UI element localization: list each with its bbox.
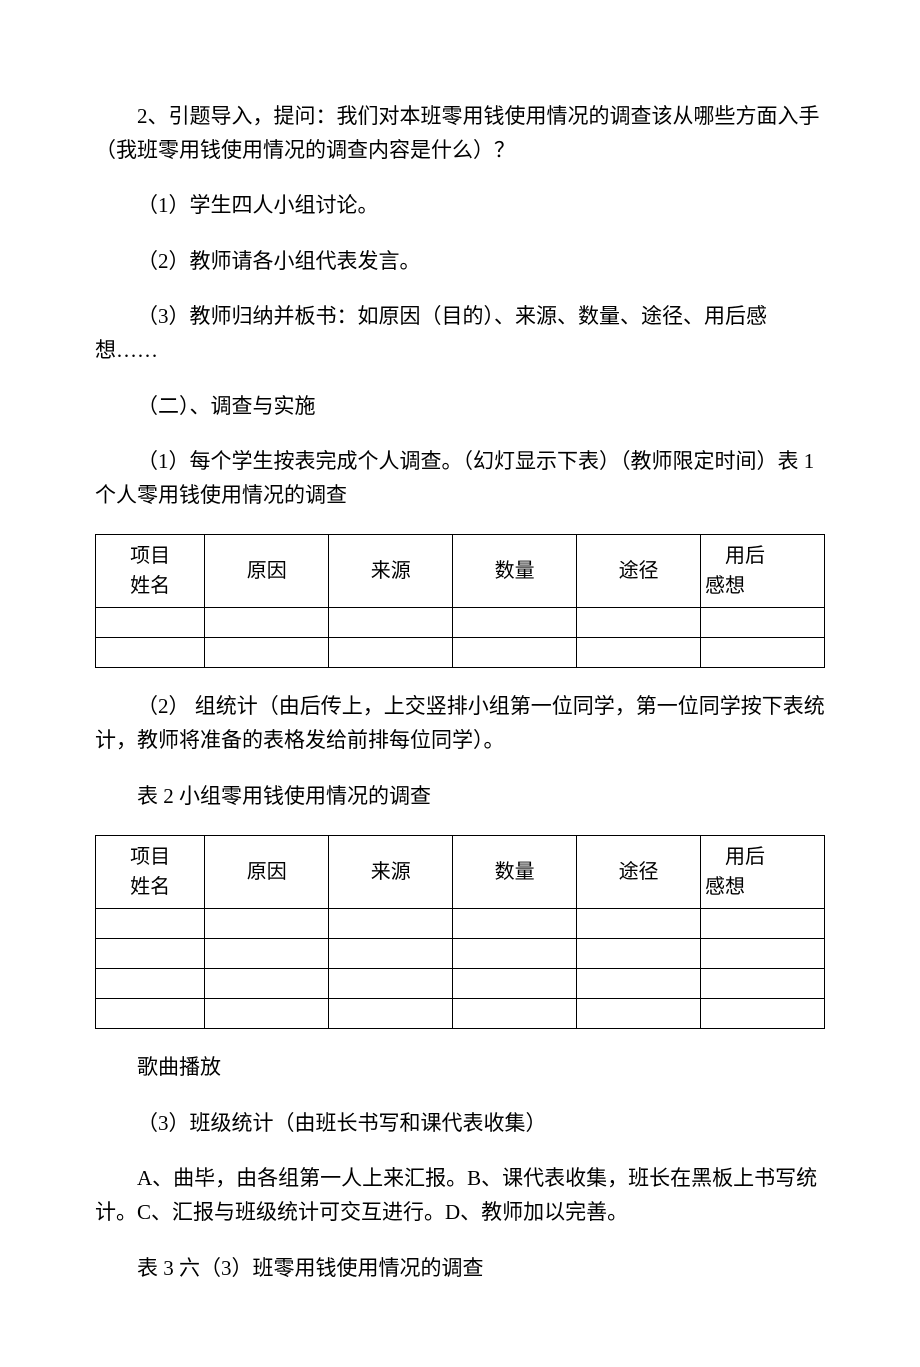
header-text: 用后 [725,846,765,868]
table-cell [96,939,205,969]
table-cell [577,909,701,939]
table-1-personal-survey: 项目 姓名 原因 来源 数量 途径 用后 感想 [95,534,825,668]
paragraph-step-3: （3）教师归纳并板书：如原因（目的）、来源、数量、途径、用后感想…… [95,300,825,367]
table-cell [205,999,329,1029]
table-cell [329,608,453,638]
table-cell [453,909,577,939]
table-header-source: 来源 [329,836,453,909]
table-cell [701,909,825,939]
table-cell [329,909,453,939]
header-text: 姓名 [130,575,170,597]
header-text: 姓名 [130,876,170,898]
table-header-channel: 途径 [577,535,701,608]
table-row [96,909,825,939]
paragraph-intro-question: 2、引题导入，提问：我们对本班零用钱使用情况的调查该从哪些方面入手（我班零用钱使… [95,100,825,167]
table-cell [205,608,329,638]
paragraph-table3-title: 表 3 六（3）班零用钱使用情况的调查 [95,1252,825,1286]
table-cell [205,969,329,999]
table-cell [701,638,825,668]
table-header-reason: 原因 [205,535,329,608]
table-row: 项目 姓名 原因 来源 数量 途径 用后 感想 [96,836,825,909]
table-cell [453,969,577,999]
paragraph-song-play: 歌曲播放 [95,1051,825,1085]
table-cell [96,999,205,1029]
table-header-thoughts: 用后 感想 [701,535,825,608]
header-text: 用后 [725,545,765,567]
paragraph-class-stats: （3）班级统计（由班长书写和课代表收集） [95,1107,825,1141]
table-cell [701,969,825,999]
table-cell [701,608,825,638]
table-cell [329,939,453,969]
paragraph-survey-2: （2） 组统计（由后传上，上交竖排小组第一位同学，第一位同学按下表统计，教师将准… [95,690,825,757]
paragraph-abcd-steps: A、曲毕，由各组第一人上来汇报。B、课代表收集，班长在黑板上书写统计。C、汇报与… [95,1162,825,1229]
table-header-name: 项目 姓名 [96,836,205,909]
table-cell [329,969,453,999]
table-cell [96,969,205,999]
table-cell [205,909,329,939]
table-cell [205,638,329,668]
paragraph-survey-1: （1）每个学生按表完成个人调查。（幻灯显示下表）（教师限定时间）表 1 个人零用… [95,445,825,512]
table-cell [453,608,577,638]
table-cell [453,939,577,969]
table-header-name: 项目 姓名 [96,535,205,608]
paragraph-table2-title: 表 2 小组零用钱使用情况的调查 [95,780,825,814]
paragraph-section-2: （二）、调查与实施 [95,390,825,424]
table-cell [577,638,701,668]
table-row [96,999,825,1029]
table-cell [96,909,205,939]
table-row [96,969,825,999]
table-header-thoughts: 用后 感想 [701,836,825,909]
table-cell [701,999,825,1029]
table-header-amount: 数量 [453,535,577,608]
table-cell [329,999,453,1029]
header-text: 感想 [705,575,745,597]
paragraph-step-1: （1）学生四人小组讨论。 [95,189,825,223]
table-row [96,608,825,638]
table-row [96,939,825,969]
table-cell [577,608,701,638]
table-cell [96,608,205,638]
table-cell [453,638,577,668]
table-cell [577,999,701,1029]
table-cell [701,939,825,969]
table-header-channel: 途径 [577,836,701,909]
header-text: 感想 [705,876,745,898]
table-2-group-survey: 项目 姓名 原因 来源 数量 途径 用后 感想 [95,835,825,1029]
table-cell [577,939,701,969]
paragraph-step-2: （2）教师请各小组代表发言。 [95,245,825,279]
table-header-source: 来源 [329,535,453,608]
table-row [96,638,825,668]
table-cell [577,969,701,999]
table-row: 项目 姓名 原因 来源 数量 途径 用后 感想 [96,535,825,608]
table-cell [205,939,329,969]
table-cell [453,999,577,1029]
table-header-amount: 数量 [453,836,577,909]
table-cell [96,638,205,668]
header-text: 项目 [130,846,170,868]
table-cell [329,638,453,668]
header-text: 项目 [130,545,170,567]
table-header-reason: 原因 [205,836,329,909]
